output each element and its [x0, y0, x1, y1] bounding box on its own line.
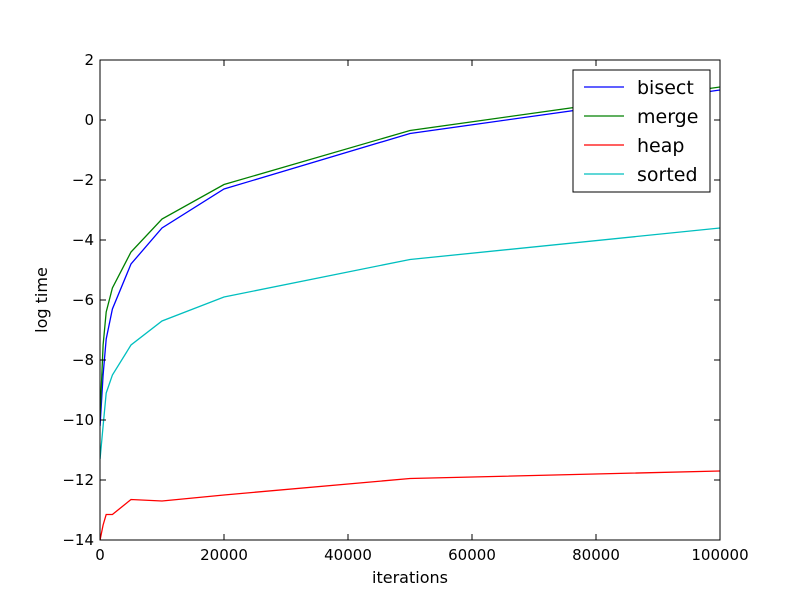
x-tick-label: 60000: [448, 546, 496, 564]
y-tick-label: −14: [62, 531, 94, 549]
x-axis-label: iterations: [372, 568, 448, 587]
y-tick-label: 0: [84, 111, 94, 129]
y-tick-label: −8: [72, 351, 94, 369]
x-tick-label: 40000: [324, 546, 372, 564]
y-tick-label: −6: [72, 291, 94, 309]
x-axis: 0 20000 40000 60000 80000 100000: [95, 60, 749, 564]
series-layer: [100, 86, 720, 540]
legend-label-bisect: bisect: [637, 77, 694, 99]
x-tick-label: 20000: [200, 546, 248, 564]
legend-label-sorted: sorted: [637, 164, 698, 186]
series-line-heap: [100, 470, 720, 540]
legend-label-heap: heap: [637, 135, 684, 157]
x-tick-label: 80000: [572, 546, 620, 564]
series-line-merge: [100, 86, 720, 418]
legend: bisect merge heap sorted: [572, 69, 711, 193]
series-line-sorted: [100, 227, 720, 460]
series-line-bisect: [100, 89, 720, 427]
legend-label-merge: merge: [637, 106, 698, 128]
legend-box: [572, 69, 711, 193]
x-tick-label: 100000: [691, 546, 748, 564]
y-axis-label: log time: [32, 267, 51, 333]
y-tick-label: −4: [72, 231, 94, 249]
y-axis: −14 −12 −10 −8 −6 −4 −2 0 2: [62, 51, 720, 549]
y-tick-label: 2: [84, 51, 94, 69]
y-tick-label: −10: [62, 411, 94, 429]
x-tick-label: 0: [95, 546, 105, 564]
y-tick-label: −2: [72, 171, 94, 189]
y-tick-label: −12: [62, 471, 94, 489]
